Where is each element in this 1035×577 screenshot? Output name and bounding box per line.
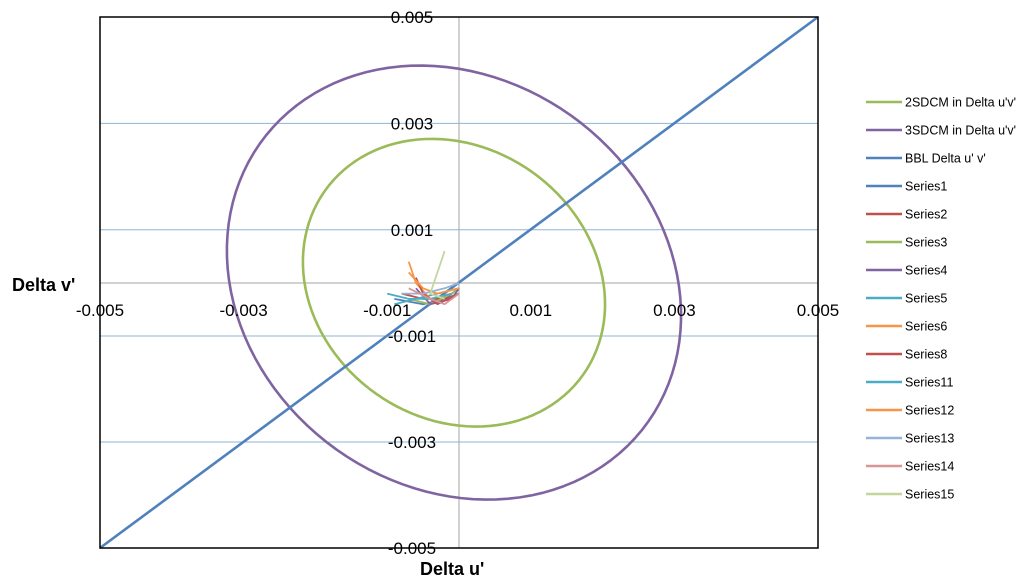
legend-entry-label: Series4 [905, 264, 947, 278]
legend-entry-label: Series2 [905, 208, 947, 222]
legend-entry-label: Series1 [905, 180, 947, 194]
legend-entry-label: 2SDCM in Delta u'v' [905, 96, 1016, 110]
x-tick-label: 0.005 [797, 301, 840, 320]
series-line-series11 [386, 292, 453, 300]
tick-labels: -0.005 -0.003 -0.001 0.001 0.003 0.005 0.005 0.… [76, 8, 839, 558]
series-layer [99, 15, 819, 550]
y-axis-title: Delta v' [12, 275, 75, 295]
series-line-series15 [429, 250, 446, 300]
y-tick-label: 0.003 [391, 114, 434, 133]
series-line-series13 [401, 282, 460, 295]
legend-entry-label: Series13 [905, 432, 954, 446]
legend-entry-label: Series3 [905, 236, 947, 250]
legend-entry-label: Series14 [905, 460, 954, 474]
x-tick-label: -0.005 [76, 301, 124, 320]
legend-entry-label: BBL Delta u' v' [905, 152, 986, 166]
legend-entry-label: Series6 [905, 320, 947, 334]
y-tick-label: -0.001 [388, 327, 436, 346]
legend-entry-label: Series5 [905, 292, 947, 306]
legend-entry-label: 3SDCM in Delta u'v' [905, 124, 1016, 138]
legend-entry-label: Series8 [905, 348, 947, 362]
legend-entry-label: Series15 [905, 488, 954, 502]
x-tick-label: 0.003 [653, 301, 696, 320]
x-axis-title: Delta u' [420, 559, 484, 577]
x-tick-label: -0.003 [219, 301, 267, 320]
series-line-bbl-delta-u-v- [99, 15, 819, 550]
series-line-3sdcm-in-delta-u-v- [225, 64, 683, 501]
legend: 2SDCM in Delta u'v' 3SDCM in Delta u'v' BB… [866, 96, 1016, 502]
y-tick-label: -0.003 [388, 433, 436, 452]
y-tick-label: -0.005 [388, 539, 436, 558]
series-line-series14 [408, 287, 460, 306]
series-line-series3 [408, 287, 460, 306]
y-tick-label: 0.005 [391, 8, 434, 27]
legend-entry-label: Series12 [905, 404, 954, 418]
x-tick-label: 0.001 [510, 301, 553, 320]
x-tick-label: -0.001 [363, 301, 411, 320]
y-tick-label: 0.001 [391, 221, 434, 240]
series-line-2sdcm-in-delta-u-v- [301, 137, 607, 428]
plot-area-border [99, 16, 819, 549]
legend-entry-label: Series11 [905, 376, 953, 390]
